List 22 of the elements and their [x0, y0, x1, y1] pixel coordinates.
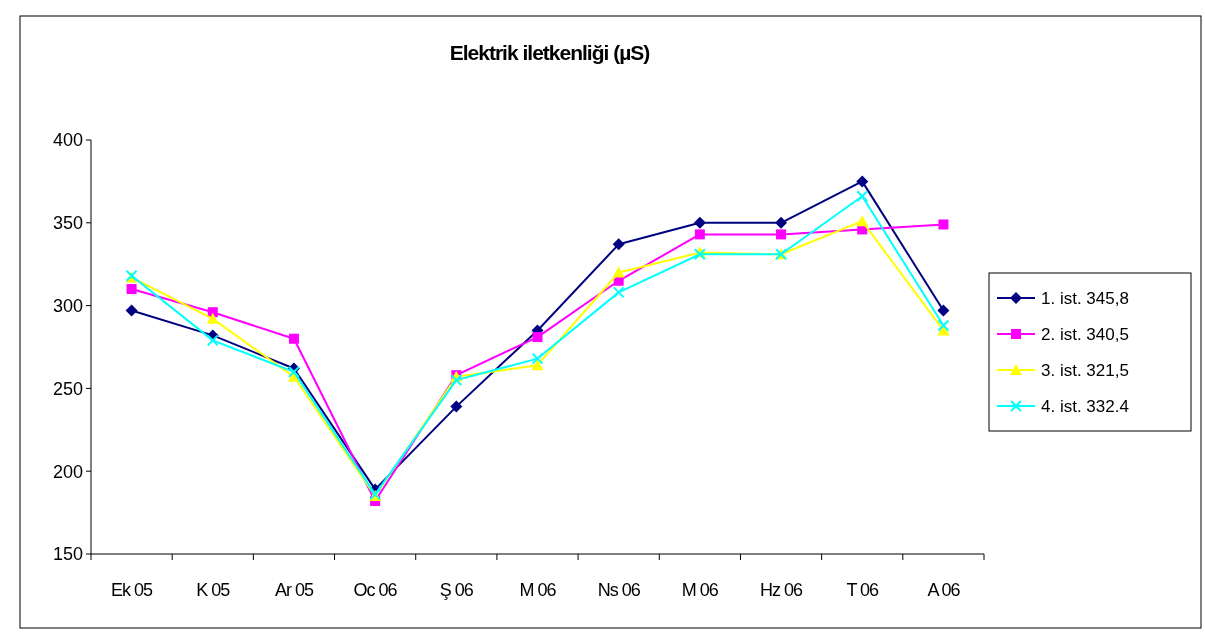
x-tick-label: Oc 06: [353, 580, 398, 600]
legend-label: 4. ist. 332.4: [1041, 396, 1129, 416]
x-tick-label: A 06: [927, 580, 961, 600]
legend-label: 2. ist. 340,5: [1041, 324, 1129, 344]
x-tick-label: M 06: [519, 580, 557, 600]
x-tick-label: Ek 05: [111, 580, 154, 600]
x-tick-label: Ş 06: [439, 580, 474, 600]
x-tick-label: M 06: [681, 580, 719, 600]
x-tick-label: Ns 06: [597, 580, 641, 600]
y-tick-label: 200: [52, 461, 83, 482]
x-tick-label: Hz 06: [760, 580, 804, 600]
chart-title: Elektrik iletkenliği (µS): [449, 41, 650, 64]
y-tick-label: 250: [52, 378, 83, 399]
x-tick-label: Ar 05: [274, 580, 314, 600]
x-tick-label: K 05: [196, 580, 231, 600]
y-tick-label: 150: [52, 544, 83, 565]
y-tick-label: 350: [52, 213, 83, 234]
legend-label: 3. ist. 321,5: [1041, 360, 1129, 380]
x-tick-label: T 06: [846, 580, 880, 600]
y-tick-label: 300: [52, 295, 83, 316]
y-tick-label: 400: [52, 130, 83, 151]
legend-label: 1. ist. 345,8: [1041, 288, 1129, 308]
